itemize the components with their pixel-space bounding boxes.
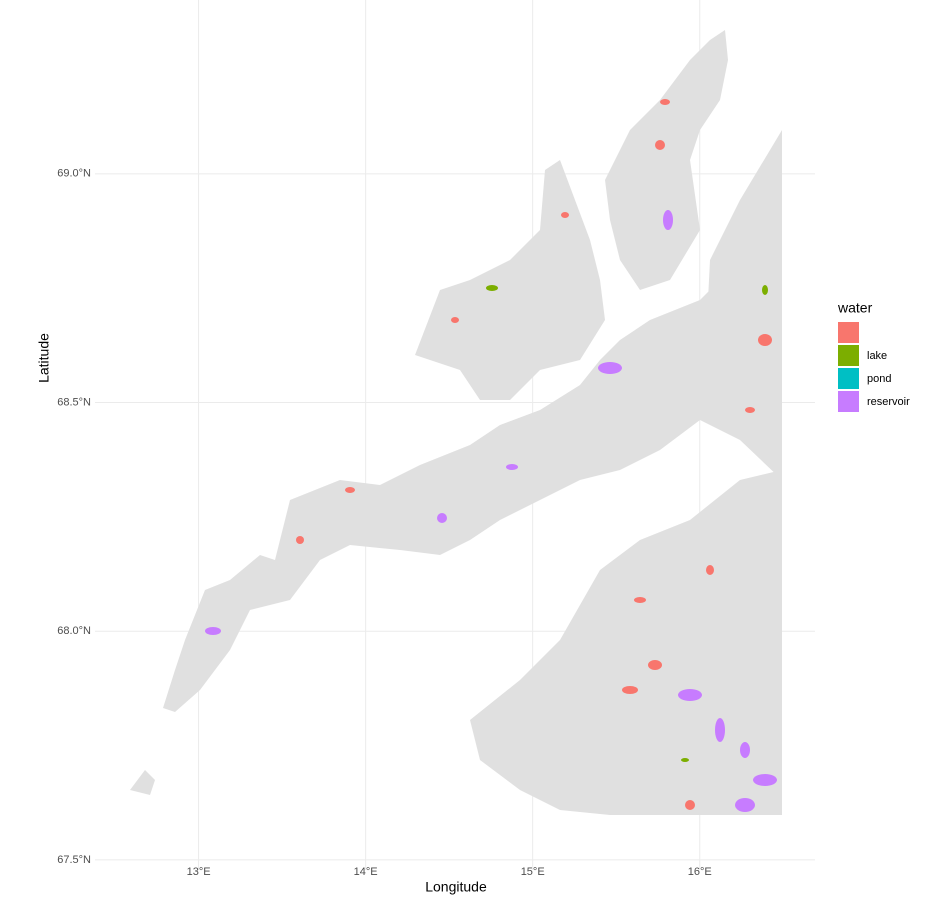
- x-tick-label: 13°E: [187, 866, 211, 878]
- legend-key: [838, 345, 859, 366]
- legend-label: lake: [867, 350, 887, 362]
- x-tick-label: 14°E: [354, 866, 378, 878]
- legend-key: [838, 391, 859, 412]
- water-body: [622, 686, 638, 694]
- land-mass: [705, 130, 782, 480]
- y-tick-label: 67.5°N: [57, 854, 91, 866]
- water-body: [685, 800, 695, 810]
- water-body: [762, 285, 768, 295]
- water-body: [345, 487, 355, 493]
- water-body: [486, 285, 498, 291]
- land-mass: [130, 770, 155, 795]
- water-body: [663, 210, 673, 230]
- land: [130, 30, 782, 815]
- legend-label: pond: [867, 373, 891, 385]
- water-body: [451, 317, 459, 323]
- water-body: [655, 140, 665, 150]
- water-body: [506, 464, 518, 470]
- water-body: [753, 774, 777, 786]
- land-mass: [163, 230, 782, 712]
- water-body: [706, 565, 714, 575]
- land-mass: [470, 470, 782, 815]
- y-tick-label: 69.0°N: [57, 168, 91, 180]
- x-tick-label: 15°E: [521, 866, 545, 878]
- water-body: [745, 407, 755, 413]
- y-axis-title: Latitude: [36, 333, 52, 383]
- y-tick-label: 68.5°N: [57, 396, 91, 408]
- x-tick-label: 16°E: [688, 866, 712, 878]
- legend: water lake pond reservoir: [837, 300, 910, 412]
- land-mass: [605, 30, 728, 290]
- x-axis-title: Longitude: [425, 879, 487, 895]
- water-body: [296, 536, 304, 544]
- water-body: [740, 742, 750, 758]
- land-mass: [415, 160, 605, 400]
- water-body: [634, 597, 646, 603]
- water-body: [561, 212, 569, 218]
- water-body: [681, 758, 689, 762]
- water-body: [648, 660, 662, 670]
- water-body: [660, 99, 670, 105]
- water-body: [758, 334, 772, 346]
- y-tick-label: 68.0°N: [57, 625, 91, 637]
- water-body: [598, 362, 622, 374]
- water-body: [205, 627, 221, 635]
- water-body: [437, 513, 447, 523]
- legend-title: water: [837, 300, 873, 316]
- legend-key: [838, 322, 859, 343]
- water-body: [715, 718, 725, 742]
- water-body: [678, 689, 702, 701]
- water-body: [735, 798, 755, 812]
- legend-label: reservoir: [867, 396, 910, 408]
- legend-key: [838, 368, 859, 389]
- water-bodies: [205, 99, 777, 812]
